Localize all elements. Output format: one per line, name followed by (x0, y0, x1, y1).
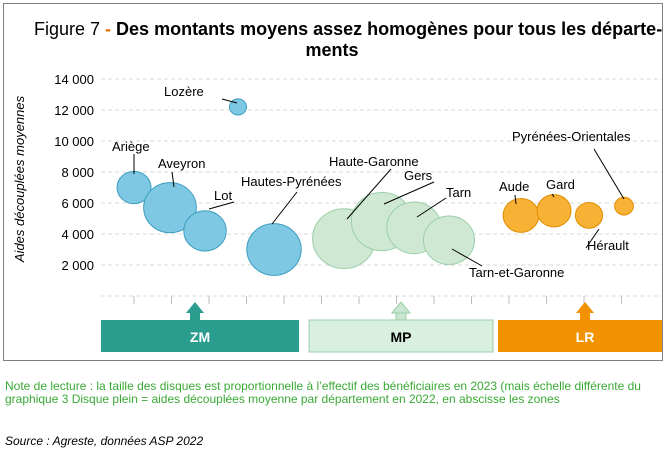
bubble-h-rault (574, 201, 604, 229)
leader-lines (133, 98, 625, 267)
x-ticks (133, 296, 622, 304)
leader-line (221, 98, 238, 104)
zone-arrow-mp (390, 301, 412, 325)
y-tick-label: 8 000 (61, 165, 94, 180)
leader-line (208, 201, 235, 210)
bubble-lot (183, 210, 227, 252)
bubble-gard (536, 194, 572, 228)
bubble-label: Ariège (112, 139, 150, 154)
y-tick-label: 4 000 (61, 227, 94, 242)
bubble-label: Hautes-Pyrénées (241, 174, 342, 189)
bubble-label: Aveyron (158, 156, 205, 171)
y-tick-label: 6 000 (61, 196, 94, 211)
bubble-label: Pyrénées-Orientales (512, 129, 631, 144)
y-tick-label: 14 000 (54, 72, 94, 87)
leader-line (551, 193, 555, 198)
zone-box-lr: LR (498, 320, 662, 352)
figure-prefix: Figure 7 (34, 19, 100, 39)
figure-separator: - (100, 19, 116, 39)
zone-label-zm: ZM (190, 329, 210, 345)
zone-arrow-lr (576, 302, 594, 324)
chart-frame: Figure 7 - Des montants moyens assez hom… (3, 3, 663, 361)
bubble-label: Aude (499, 179, 529, 194)
chart-title-line1: Figure 7 - Des montants moyens assez hom… (34, 19, 662, 39)
y-axis-label: Aides découplées moyennes (12, 95, 27, 263)
bubble-label: Hérault (587, 238, 629, 253)
bubble-label: Tarn-et-Garonne (469, 265, 564, 280)
bubble-label: Haute-Garonne (329, 154, 419, 169)
zone-label-lr: LR (576, 329, 595, 345)
leader-line (514, 194, 517, 205)
y-ticks: 2 000 4 000 6 000 8 000 10 000 12 000 14 000 (54, 72, 94, 273)
chart-title-line2: ments (305, 40, 358, 60)
bubble-label: Gard (546, 177, 575, 192)
chart-svg: Figure 7 - Des montants moyens assez hom… (12, 19, 662, 353)
source-note: Source : Agreste, données ASP 2022 (5, 434, 204, 448)
bubble-labels: Ariège Aveyron Lot Lozère Hautes-Pyrénées Hau… (112, 84, 631, 280)
leader-line (585, 228, 600, 249)
leader-line (383, 181, 435, 205)
zone-label-mp: MP (391, 329, 412, 345)
leader-line (346, 168, 392, 220)
zone-box-mp: MP (308, 319, 494, 353)
leader-line (593, 148, 625, 200)
bubble-label: Lot (214, 188, 232, 203)
y-tick-label: 10 000 (54, 134, 94, 149)
bubble-loz-re (229, 98, 247, 116)
reading-note: Note de lecture : la taille des disques … (5, 379, 641, 406)
leader-line (451, 248, 483, 267)
leader-line (416, 197, 447, 218)
bubbles (116, 98, 634, 276)
bubble-hautes-pyr-n-es (246, 223, 302, 276)
zone-arrow-zm (186, 302, 204, 324)
bubble-aude (502, 197, 540, 233)
y-tick-label: 2 000 (61, 258, 94, 273)
bubble-label: Gers (404, 168, 433, 183)
leader-line (171, 171, 175, 188)
bubble-pyr-n-es-orientales (614, 196, 634, 216)
bubble-tarn-et-garonne (423, 215, 475, 265)
bubble-label: Lozère (164, 84, 204, 99)
zone-box-zm: ZM (101, 320, 299, 352)
leader-line (271, 191, 298, 225)
title-main: Des montants moyens assez homogènes pour… (116, 19, 662, 39)
bubble-aveyron (143, 182, 197, 234)
y-tick-label: 12 000 (54, 103, 94, 118)
bubble-label: Tarn (446, 185, 471, 200)
